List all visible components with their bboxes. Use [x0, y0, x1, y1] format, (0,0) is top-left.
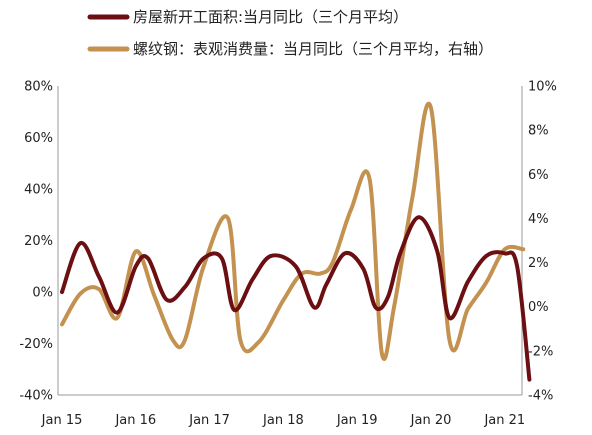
legend-label-housing-starts: 房屋新开工面积:当月同比（三个月平均）	[133, 8, 408, 26]
y-left-tick-label: 0%	[32, 286, 53, 301]
housing-starts-line	[60, 215, 532, 382]
x-tick-label: Jan 15	[41, 413, 83, 428]
y-left-tick-label: -40%	[19, 389, 53, 404]
axes: 80% 60% 40% 20% 0% -20% -40% 10% 8% 6% 4% 2% 0% -2% -4…	[19, 80, 557, 429]
legend: 房屋新开工面积:当月同比（三个月平均） 螺纹钢：表观消费量：当月同比（三个月平均…	[87, 8, 493, 58]
y-left-tick-label: -20%	[19, 337, 53, 352]
y-right-tick-label: -4%	[528, 389, 553, 404]
y-right-tick-label: 10%	[528, 80, 557, 95]
y-right-tick-label: 4%	[528, 212, 549, 227]
y-right-tick-label: 0%	[528, 300, 549, 315]
y-left-tick-label: 20%	[24, 234, 53, 249]
y-left-tick-label: 80%	[24, 80, 53, 95]
x-tick-label: Jan 20	[410, 413, 452, 428]
y-right-tick-label: 6%	[528, 168, 549, 183]
y-left-tick-label: 40%	[24, 183, 53, 198]
y-right-tick-label: 8%	[528, 124, 549, 139]
x-tick-label: Jan 18	[262, 413, 304, 428]
lines	[60, 102, 532, 382]
legend-label-rebar: 螺纹钢：表观消费量：当月同比（三个月平均，右轴）	[133, 40, 493, 58]
x-tick-label: Jan 19	[336, 413, 378, 428]
x-tick-label: Jan 16	[114, 413, 156, 428]
x-tick-label: Jan 21	[483, 413, 525, 428]
y-right-tick-label: 2%	[528, 256, 549, 271]
rebar-consumption-line	[60, 102, 526, 361]
y-right-tick-label: -2%	[528, 344, 553, 359]
x-tick-label: Jan 17	[188, 413, 230, 428]
y-left-tick-label: 60%	[24, 131, 53, 146]
